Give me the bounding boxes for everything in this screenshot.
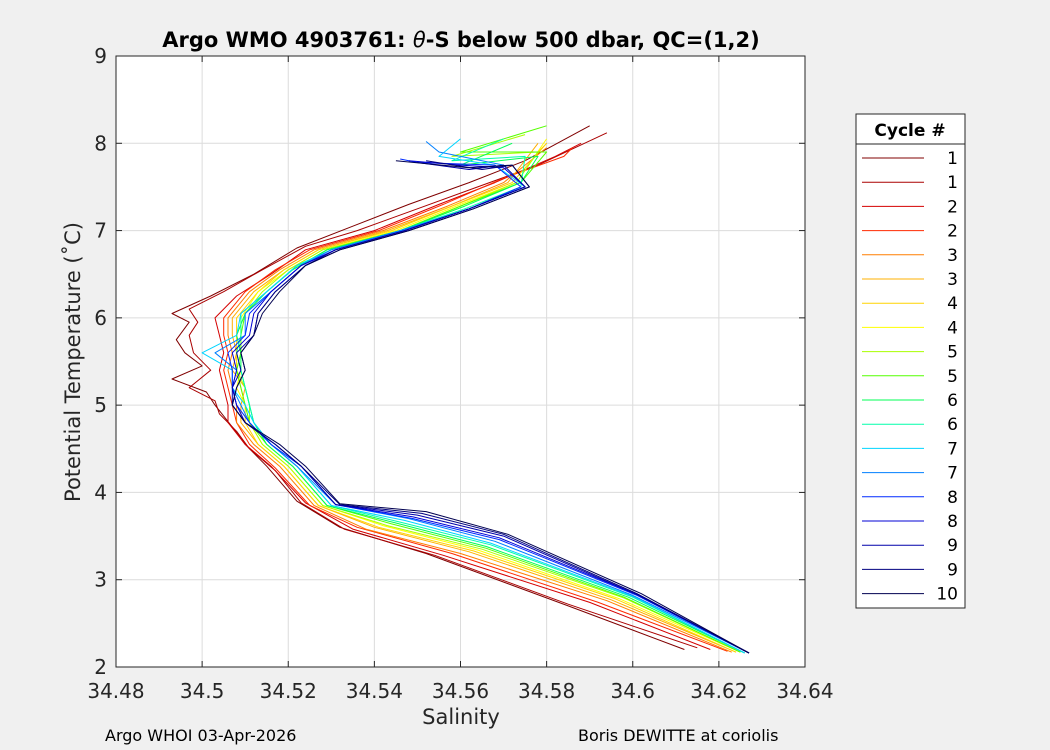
ticks: 34.48 34.5 34.52 34.54 34.56 34.58 34.6 34.62 34… <box>87 44 833 703</box>
series-line-19 <box>231 160 750 654</box>
x-tick-label: 34.56 <box>432 679 489 703</box>
legend-label: 7 <box>947 439 958 459</box>
series-line-15 <box>227 158 750 654</box>
legend-label: 3 <box>947 246 958 266</box>
legend-label: 8 <box>947 488 958 508</box>
y-tick-label: 9 <box>94 44 107 68</box>
y-tick-label: 3 <box>94 568 107 592</box>
x-tick-label: 34.62 <box>690 679 747 703</box>
x-axis-label: Salinity <box>422 705 500 729</box>
legend-box <box>855 113 966 609</box>
y-tick-label: 8 <box>94 131 107 155</box>
series-line-5 <box>227 147 732 653</box>
legend-label: 1 <box>947 149 958 169</box>
legend-label: 9 <box>947 536 958 556</box>
legend: Cycle # 1 1 2 2 3 3 4 4 5 5 6 6 7 7 8 8 9 9 10 <box>855 113 966 609</box>
legend-items: 1 1 2 2 3 3 4 4 5 5 6 6 7 7 8 8 9 9 10 <box>862 149 958 605</box>
chart-title: Argo WMO 4903761: θ-S below 500 dbar, QC… <box>162 28 759 52</box>
footer-left: Argo WHOI 03-Apr-2026 <box>105 726 296 745</box>
y-axis-label: Potential Temperature (˚C) <box>61 222 85 502</box>
series-line-17 <box>231 162 750 654</box>
legend-label: 5 <box>947 343 958 363</box>
legend-label: 2 <box>947 222 958 242</box>
series-line-3 <box>214 142 711 650</box>
legend-label: 6 <box>947 415 958 435</box>
x-tick-label: 34.54 <box>346 679 403 703</box>
series-group <box>171 125 750 654</box>
legend-label: 7 <box>947 464 958 484</box>
y-tick-label: 6 <box>94 306 107 330</box>
legend-label: 6 <box>947 391 958 411</box>
y-tick-label: 7 <box>94 219 107 243</box>
legend-label: 2 <box>947 197 958 217</box>
x-tick-label: 34.52 <box>260 679 317 703</box>
footer-right: Boris DEWITTE at coriolis <box>578 726 778 745</box>
legend-label: 5 <box>947 367 958 387</box>
legend-title: Cycle # <box>874 121 945 141</box>
x-tick-label: 34.6 <box>610 679 655 703</box>
legend-label: 8 <box>947 512 958 532</box>
x-tick-label: 34.64 <box>776 679 833 703</box>
legend-label: 4 <box>947 294 958 314</box>
legend-label: 9 <box>947 560 958 580</box>
series-line-2 <box>188 132 698 649</box>
series-line-1 <box>171 125 685 650</box>
legend-label: 4 <box>947 318 958 338</box>
y-tick-label: 4 <box>94 480 107 504</box>
x-tick-label: 34.5 <box>180 679 225 703</box>
legend-label: 3 <box>947 270 958 290</box>
x-tick-label: 34.48 <box>87 679 144 703</box>
series-line-7 <box>236 142 737 653</box>
legend-label: 1 <box>947 173 958 193</box>
legend-label: 10 <box>936 585 958 605</box>
x-tick-label: 34.58 <box>518 679 575 703</box>
y-tick-label: 2 <box>94 655 107 679</box>
y-tick-label: 5 <box>94 393 107 417</box>
